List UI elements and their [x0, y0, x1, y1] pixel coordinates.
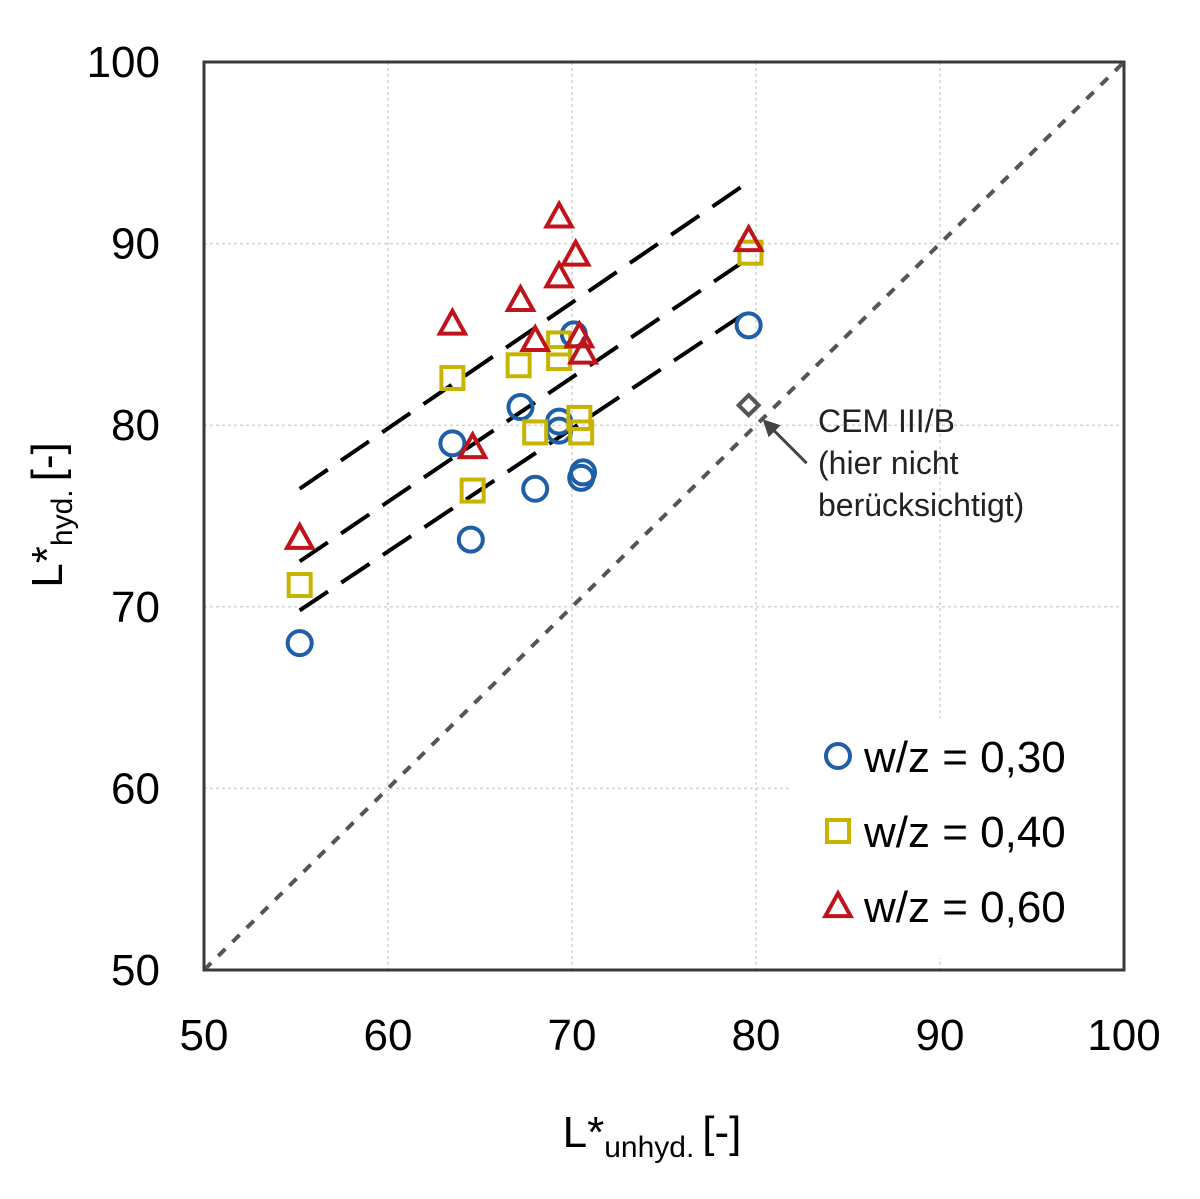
- data-points-group: [283, 199, 765, 658]
- x-tick-label-80: 80: [732, 1011, 781, 1060]
- y-tick-label-50: 50: [111, 946, 160, 995]
- y-tick-label-70: 70: [111, 583, 160, 632]
- x-tick-label-50: 50: [180, 1011, 229, 1060]
- excluded-data-point: [735, 392, 762, 419]
- legend-label-2: w/z = 0,40: [863, 808, 1066, 857]
- data-point-triangle-11: [732, 223, 765, 253]
- data-point-square-2: [439, 364, 466, 391]
- y-tick-label-100: 100: [87, 38, 160, 87]
- y-tick-label-60: 60: [111, 764, 160, 813]
- x-tick-label-70: 70: [548, 1011, 597, 1060]
- data-point-circle-4: [506, 393, 535, 422]
- data-point-triangle-5: [519, 323, 552, 352]
- legend-label-1: w/z = 0,30: [863, 733, 1066, 782]
- data-point-circle-10: [569, 458, 598, 487]
- y-axis-title-unit: [-]: [23, 442, 72, 481]
- y-tick-label-90: 90: [111, 220, 160, 269]
- annotation-line-3: berücksichtigt): [818, 487, 1024, 523]
- y-tick-labels: 50 60 70 80 90 100: [87, 38, 160, 995]
- y-axis-title-main: L*: [23, 546, 72, 588]
- data-point-triangle-6: [543, 199, 576, 229]
- data-point-triangle-10: [566, 335, 600, 365]
- data-point-square-9: [568, 419, 595, 446]
- data-point-circle-3: [456, 525, 485, 554]
- x-tick-label-90: 90: [916, 1011, 965, 1060]
- y-axis-title: L*hyd. [-]: [23, 442, 79, 587]
- data-point-square-10: [737, 239, 764, 266]
- data-point-square-4: [505, 352, 532, 379]
- data-point-triangle-3: [456, 430, 489, 460]
- x-tick-label-60: 60: [364, 1011, 413, 1060]
- x-axis-title-unit: [-]: [702, 1108, 741, 1157]
- y-axis-title-sub: hyd.: [46, 489, 79, 546]
- y-tick-label-80: 80: [111, 401, 160, 450]
- data-point-triangle-7: [543, 259, 576, 289]
- annotation-line-2: (hier nicht: [818, 445, 959, 481]
- data-point-triangle-8: [559, 237, 592, 267]
- legend-marker-circle: [824, 742, 852, 770]
- x-axis-title-main: L*: [563, 1108, 605, 1157]
- data-point-square-5: [522, 419, 549, 446]
- reference-line-1-to-1: [202, 60, 1126, 972]
- legend-marker-triangle: [821, 889, 855, 919]
- annotation-group: CEM III/B (hier nicht berücksichtigt): [762, 403, 1024, 523]
- annotation-arrow-line: [769, 426, 808, 465]
- data-point-square-8: [566, 404, 593, 431]
- data-point-circle-5: [521, 474, 550, 503]
- data-point-triangle-4: [504, 283, 537, 313]
- trend-lines-group: [298, 180, 750, 613]
- trend-line-1: [298, 180, 750, 491]
- legend-marker-square: [825, 818, 851, 844]
- plot-frame: [202, 60, 1126, 972]
- data-point-circle-2: [438, 429, 467, 458]
- x-tick-labels: 50 60 70 80 90 100: [180, 1011, 1161, 1060]
- x-axis-title: L*unhyd. [-]: [563, 1108, 742, 1164]
- x-tick-label-100: 100: [1087, 1011, 1160, 1060]
- legend-label-3: w/z = 0,60: [863, 883, 1066, 932]
- trend-line-2: [298, 256, 750, 564]
- data-point-circle-11: [734, 311, 763, 340]
- annotation-line-1: CEM III/B: [818, 403, 955, 439]
- legend: w/z = 0,30 w/z = 0,40 w/z = 0,60: [790, 718, 1120, 958]
- data-point-triangle-1: [283, 521, 316, 550]
- data-point-square-7: [546, 345, 573, 372]
- data-point-square-3: [459, 477, 486, 504]
- annotation-arrow-head: [762, 419, 781, 438]
- trend-line-3: [298, 309, 750, 613]
- data-point-triangle-2: [436, 306, 469, 336]
- data-point-square-1: [286, 572, 313, 599]
- x-axis-title-sub: unhyd.: [604, 1131, 694, 1164]
- reference-line-group: [202, 60, 1126, 972]
- data-point-circle-1: [285, 629, 314, 658]
